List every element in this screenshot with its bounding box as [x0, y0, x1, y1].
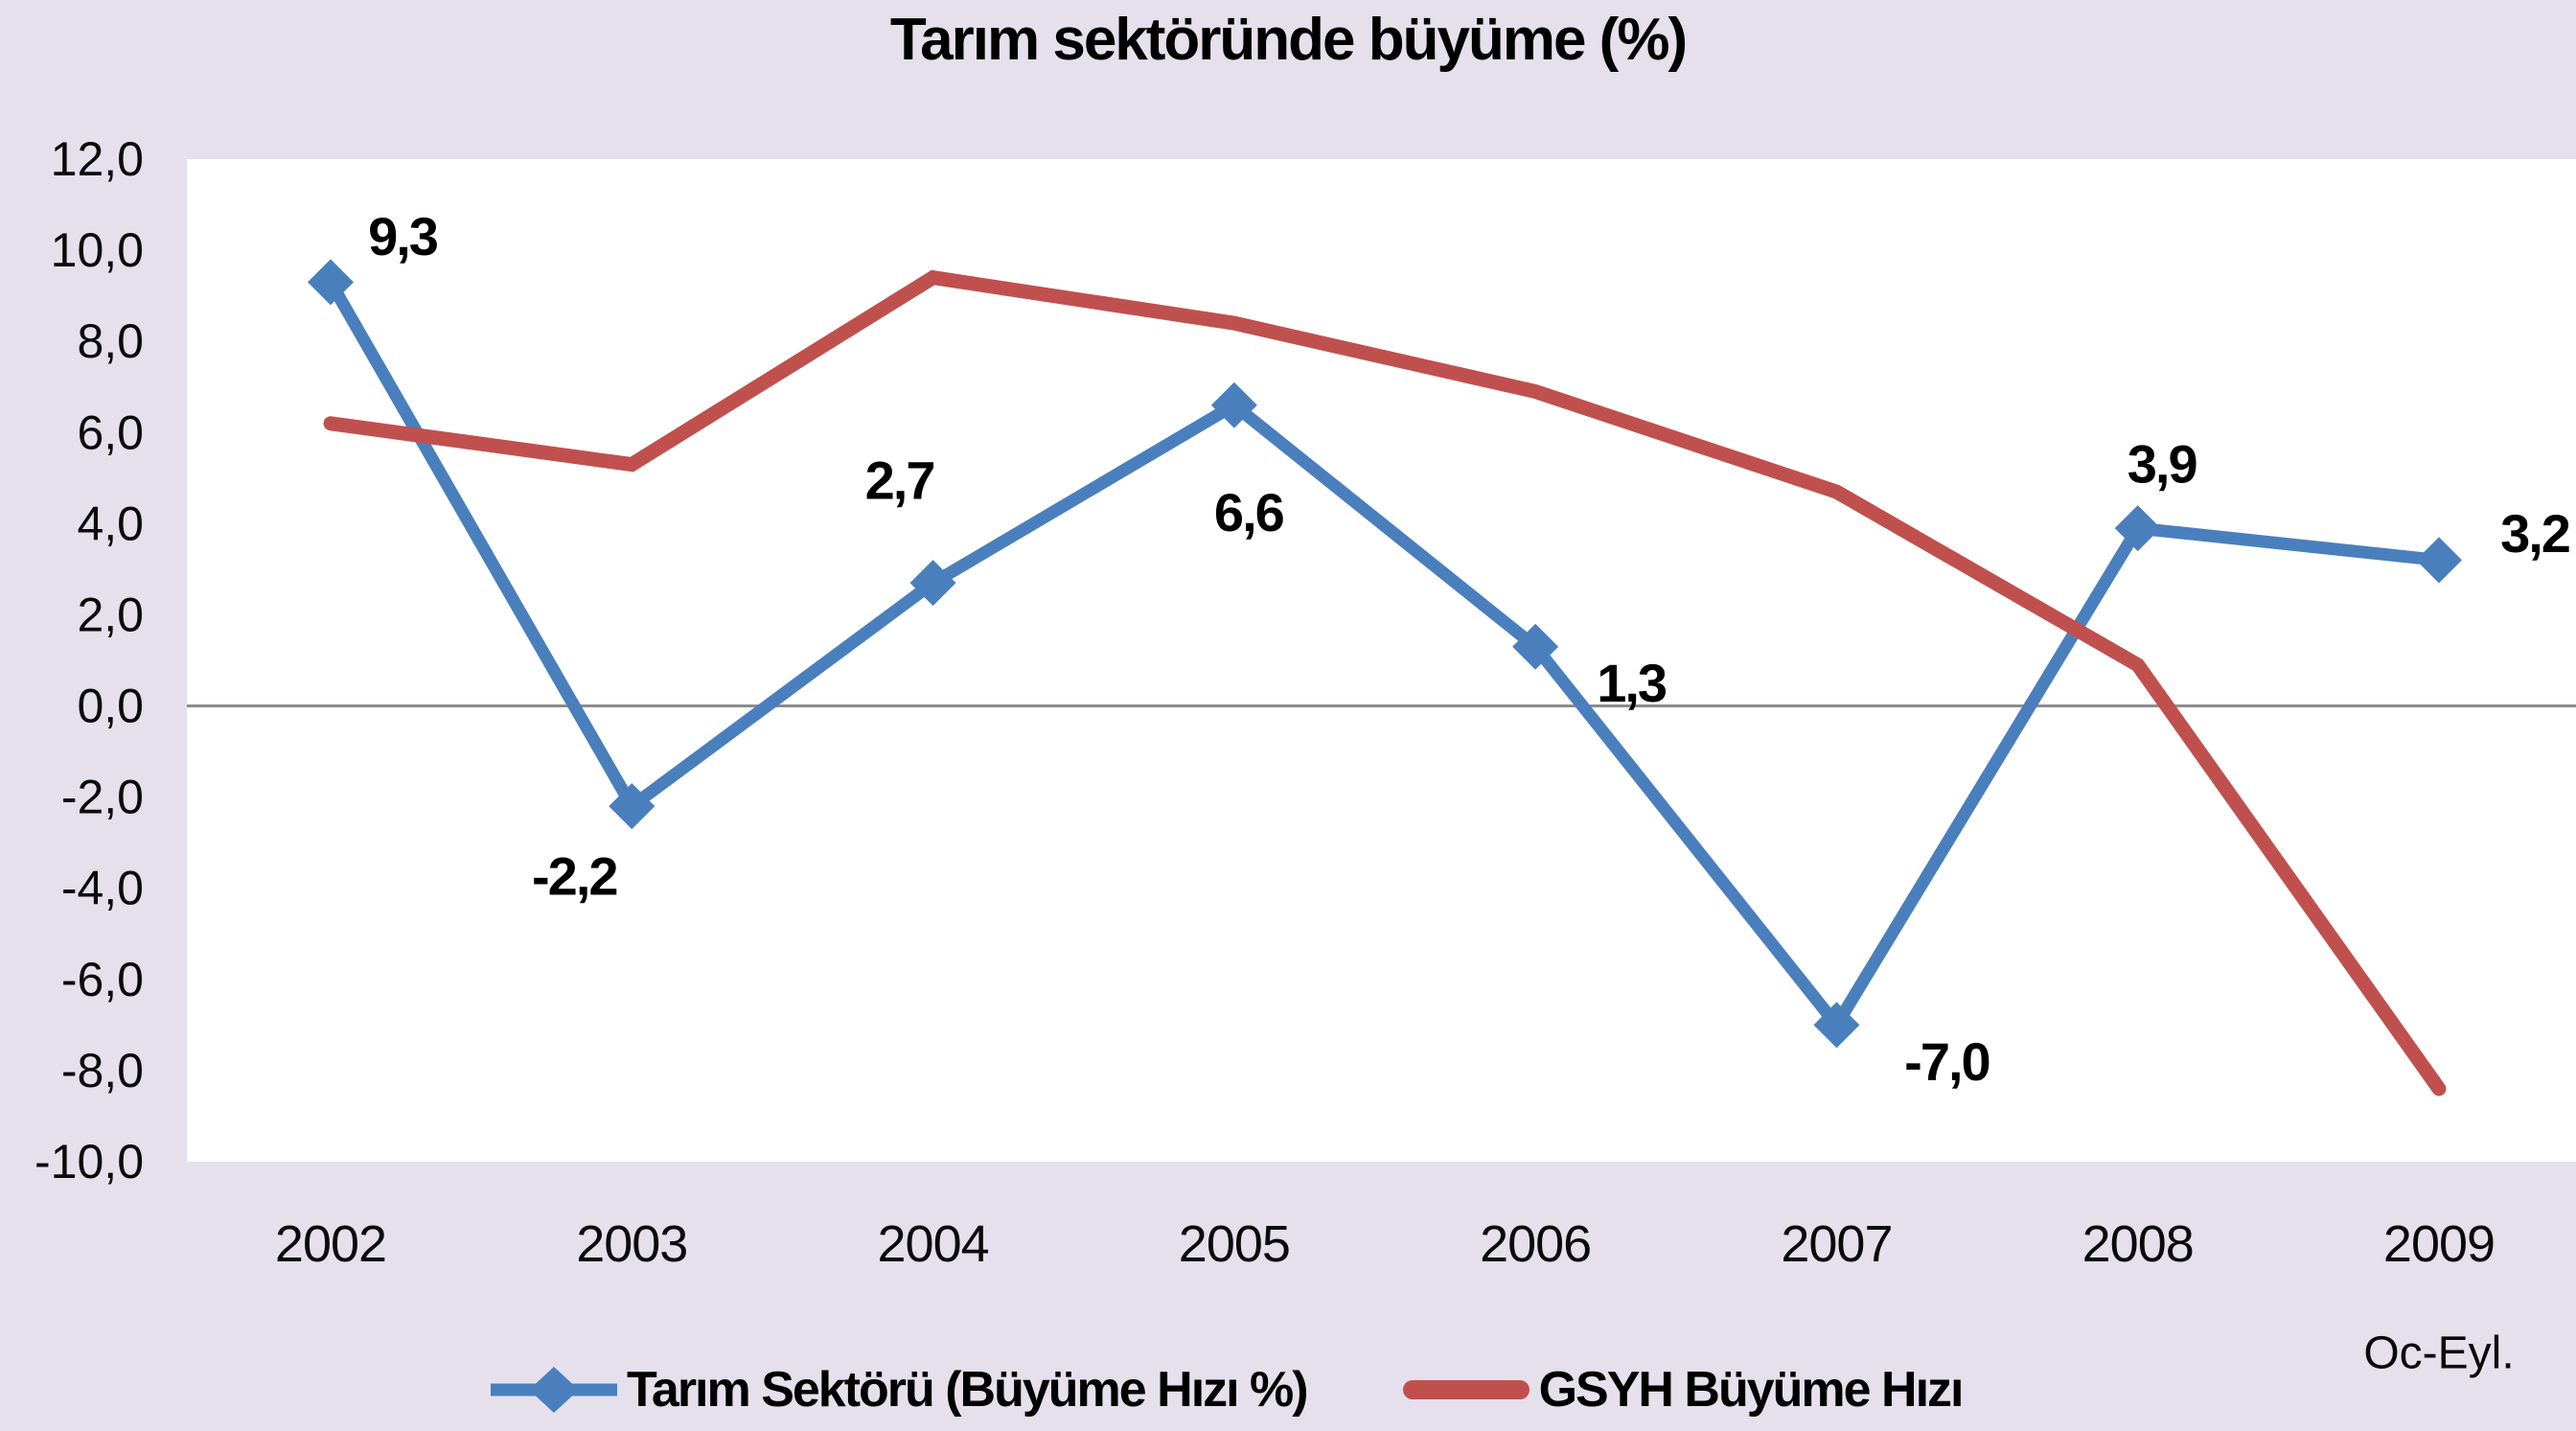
y-tick-label: -2,0 — [61, 771, 144, 824]
legend: Tarım Sektörü (Büyüme Hızı %) GSYH Büyüm… — [491, 1361, 1965, 1419]
x-tick-label: 2008 — [2082, 1215, 2194, 1273]
x-tick-label: 2007 — [1781, 1215, 1892, 1273]
y-tick-label: 0,0 — [77, 680, 144, 733]
tarim-data-label: 3,9 — [2128, 434, 2197, 495]
y-tick-label: -10,0 — [34, 1135, 144, 1189]
y-tick-label: 2,0 — [77, 588, 144, 641]
tarim-data-label: 2,7 — [865, 450, 934, 511]
legend-label-tarim: Tarım Sektörü (Büyüme Hızı %) — [627, 1362, 1309, 1418]
y-tick-label: -8,0 — [61, 1044, 144, 1097]
x-tick-label: 2006 — [1480, 1215, 1591, 1273]
y-tick-label: -4,0 — [61, 862, 144, 915]
y-tick-label: 10,0 — [51, 223, 144, 277]
gsyh-legend-marker-icon — [1402, 1380, 1530, 1399]
y-tick-label: 6,0 — [77, 405, 144, 459]
y-tick-label: 4,0 — [77, 496, 144, 550]
y-tick-label: -6,0 — [61, 953, 144, 1006]
tarim-point-marker — [609, 783, 656, 830]
tarim-legend-marker-icon — [491, 1367, 617, 1413]
x-tick-label: 2004 — [878, 1215, 989, 1273]
legend-label-gsyh: GSYH Büyüme Hızı — [1538, 1362, 1965, 1418]
legend-item-gsyh: GSYH Büyüme Hızı — [1402, 1361, 1965, 1419]
y-tick-label: 8,0 — [77, 314, 144, 368]
x-tick-label: 2009 — [2383, 1215, 2495, 1273]
tarim-data-label: 1,3 — [1597, 653, 1667, 713]
tarim-point-marker — [2114, 505, 2161, 552]
x-tick-label: 2003 — [576, 1215, 687, 1273]
tarim-point-marker — [2416, 537, 2462, 584]
tarim-data-label: 6,6 — [1214, 482, 1284, 542]
tarim-series-line — [324, 275, 2446, 1036]
tarim-point-marker — [308, 259, 354, 306]
gsyh-series-line — [323, 269, 2447, 1096]
legend-item-tarim: Tarım Sektörü (Büyüme Hızı %) — [491, 1361, 1309, 1419]
tarim-data-label: 3,2 — [2500, 503, 2569, 564]
tarim-point-marker — [1512, 623, 1559, 670]
plot-background — [187, 159, 2576, 1162]
x-tick-label: 2005 — [1179, 1215, 1290, 1273]
x-sub-label: Oc-Eyl. — [2363, 1328, 2514, 1379]
chart-title: Tarım sektöründe büyüme (%) — [889, 7, 1688, 73]
tarim-data-label: -2,2 — [532, 846, 617, 907]
y-tick-label: 12,0 — [51, 132, 144, 186]
tarim-data-label: -7,0 — [1904, 1031, 1990, 1092]
tarim-point-marker — [1210, 381, 1257, 428]
tarim-point-marker — [1813, 1002, 1860, 1049]
x-tick-label: 2002 — [275, 1215, 386, 1273]
tarim-data-label: 9,3 — [368, 206, 438, 266]
tarim-point-marker — [909, 560, 956, 607]
